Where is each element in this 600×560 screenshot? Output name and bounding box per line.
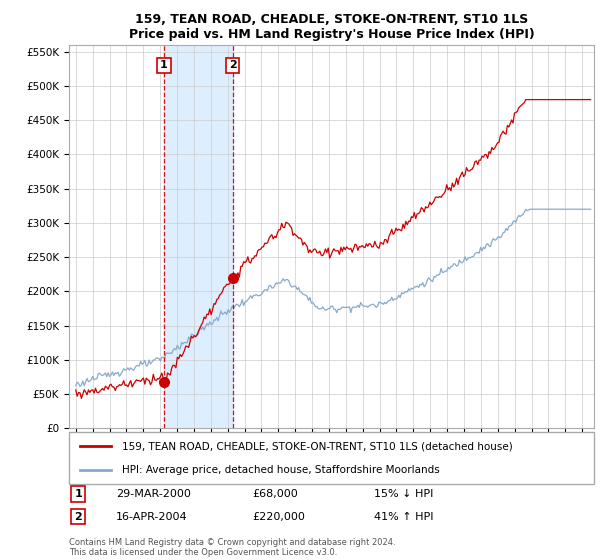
Text: 1: 1 xyxy=(160,60,168,71)
Text: Contains HM Land Registry data © Crown copyright and database right 2024.
This d: Contains HM Land Registry data © Crown c… xyxy=(69,538,395,557)
Text: 15% ↓ HPI: 15% ↓ HPI xyxy=(373,489,433,500)
Text: 29-MAR-2000: 29-MAR-2000 xyxy=(116,489,191,500)
FancyBboxPatch shape xyxy=(69,432,594,484)
Text: 2: 2 xyxy=(74,512,82,522)
Text: 1: 1 xyxy=(74,489,82,500)
Text: 2: 2 xyxy=(229,60,236,71)
Text: HPI: Average price, detached house, Staffordshire Moorlands: HPI: Average price, detached house, Staf… xyxy=(121,465,439,475)
Text: £220,000: £220,000 xyxy=(253,512,305,522)
Title: 159, TEAN ROAD, CHEADLE, STOKE-ON-TRENT, ST10 1LS
Price paid vs. HM Land Registr: 159, TEAN ROAD, CHEADLE, STOKE-ON-TRENT,… xyxy=(128,13,535,41)
Text: £68,000: £68,000 xyxy=(253,489,299,500)
Text: 41% ↑ HPI: 41% ↑ HPI xyxy=(373,512,433,522)
Bar xyxy=(164,45,233,428)
Text: 159, TEAN ROAD, CHEADLE, STOKE-ON-TRENT, ST10 1LS (detached house): 159, TEAN ROAD, CHEADLE, STOKE-ON-TRENT,… xyxy=(121,441,512,451)
Text: 16-APR-2004: 16-APR-2004 xyxy=(116,512,188,522)
